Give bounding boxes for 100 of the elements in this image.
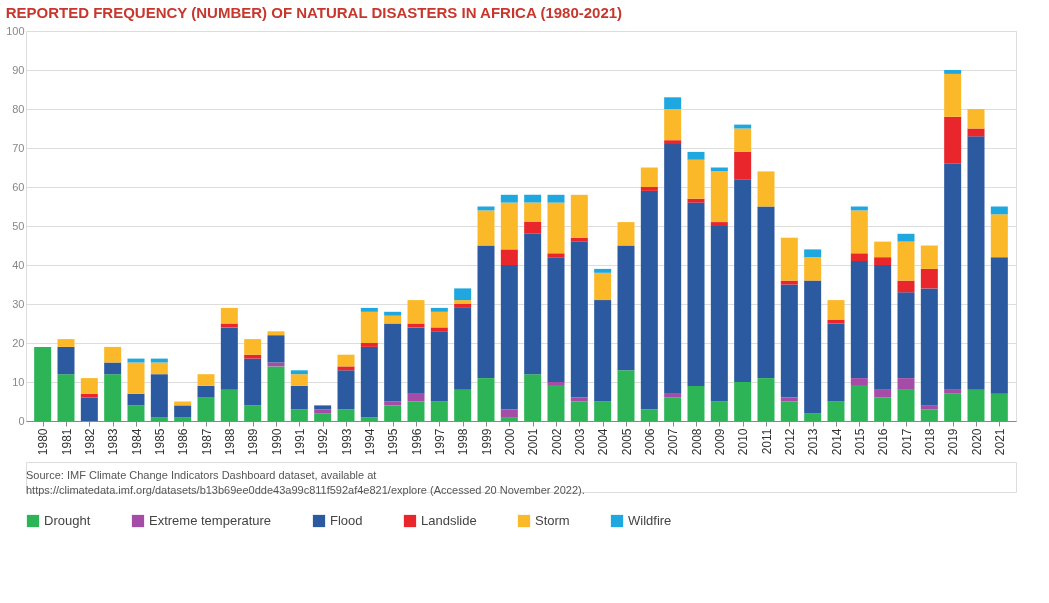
bar	[360, 343, 378, 347]
bar	[430, 401, 448, 421]
bar	[734, 151, 752, 180]
bar	[850, 385, 868, 421]
bar	[967, 389, 985, 421]
bar	[804, 249, 822, 258]
x-tick-label: 1988	[222, 428, 237, 456]
bar	[430, 311, 448, 328]
bar	[524, 374, 542, 421]
x-tick-label: 1982	[82, 428, 97, 456]
x-tick-label: 2003	[572, 428, 587, 456]
bar	[267, 366, 285, 421]
y-tick-label: 60	[12, 180, 25, 193]
x-tick-label: 2007	[666, 428, 681, 456]
bar	[477, 210, 495, 246]
bar	[500, 265, 518, 410]
y-tick-label: 50	[12, 219, 25, 232]
bar	[710, 401, 728, 421]
bar	[127, 358, 145, 363]
legend-label: Wildfire	[628, 513, 672, 528]
bar	[384, 323, 402, 402]
bar	[384, 405, 402, 421]
bar	[990, 257, 1008, 394]
bar	[500, 417, 518, 421]
bar	[197, 374, 215, 386]
x-tick-label: 2018	[922, 428, 937, 456]
x-tick-label: 1987	[199, 428, 214, 456]
bar	[734, 179, 752, 382]
bar	[104, 362, 122, 375]
bar	[290, 370, 308, 375]
bar	[290, 409, 308, 421]
x-tick-label: 1992	[316, 428, 331, 456]
bar	[454, 288, 472, 301]
bar	[757, 171, 775, 207]
bar	[80, 393, 98, 398]
y-tick-label: 40	[12, 258, 25, 271]
chart-title: REPORTED FREQUENCY (NUMBER) OF NATURAL DISASTERS IN AFRICA (1980-2021)	[5, 4, 623, 21]
bar	[687, 385, 705, 421]
bar	[944, 163, 962, 390]
bar	[570, 401, 588, 421]
bar	[710, 226, 728, 402]
bar	[944, 73, 962, 117]
bar	[780, 280, 798, 285]
x-tick-label: 2006	[642, 428, 657, 456]
bar	[734, 382, 752, 421]
bar	[897, 241, 915, 281]
bar	[524, 233, 542, 375]
bar	[734, 128, 752, 152]
bar	[454, 389, 472, 421]
bar	[430, 307, 448, 312]
x-tick-label: 1998	[456, 428, 471, 456]
bar	[220, 307, 238, 324]
bar	[687, 151, 705, 160]
bar	[524, 222, 542, 234]
x-tick-label: 1991	[292, 428, 307, 456]
bar	[547, 194, 565, 203]
bar	[850, 253, 868, 262]
bar	[314, 413, 332, 421]
bar	[944, 116, 962, 164]
bar	[640, 409, 658, 421]
bar	[850, 261, 868, 379]
bar	[664, 144, 682, 394]
y-tick-label: 90	[12, 63, 25, 76]
bar	[244, 339, 262, 355]
bar	[897, 292, 915, 379]
x-tick-label: 1993	[339, 428, 354, 456]
bar	[780, 397, 798, 402]
bar	[827, 323, 845, 402]
x-tick-label: 1984	[129, 428, 144, 456]
y-tick-label: 70	[12, 141, 25, 154]
legend-label: Flood	[330, 513, 363, 528]
y-tick-label: 80	[12, 102, 25, 115]
bar	[80, 378, 98, 394]
bar	[314, 409, 332, 414]
bar	[337, 409, 355, 421]
legend-label: Extreme temperature	[149, 513, 272, 528]
x-tick-label: 2021	[992, 428, 1007, 456]
bar	[500, 202, 518, 250]
text: https://climatedata.imf.org/datasets/b13b69ee0dde43a99c811f592af4e821/explore (Accessed 20 November 2022).	[26, 483, 585, 496]
bar	[827, 300, 845, 320]
bar	[734, 124, 752, 129]
x-tick-label: 1997	[432, 428, 447, 456]
x-tick-label: 2020	[969, 428, 984, 456]
bar	[57, 339, 75, 347]
x-tick-label: 2019	[946, 428, 961, 456]
bar	[757, 206, 775, 379]
bar	[290, 374, 308, 386]
x-tick-label: 2015	[852, 428, 867, 456]
bar	[127, 362, 145, 394]
x-tick-label: 2008	[689, 428, 704, 456]
bar	[430, 327, 448, 332]
bar	[127, 393, 145, 406]
bar	[360, 417, 378, 421]
x-tick-label: 2016	[876, 428, 891, 456]
bar	[664, 109, 682, 141]
bar	[874, 397, 892, 421]
x-tick-label: 1981	[59, 428, 74, 456]
x-tick-label: 1990	[269, 428, 284, 456]
bar	[454, 300, 472, 304]
bar	[220, 389, 238, 421]
